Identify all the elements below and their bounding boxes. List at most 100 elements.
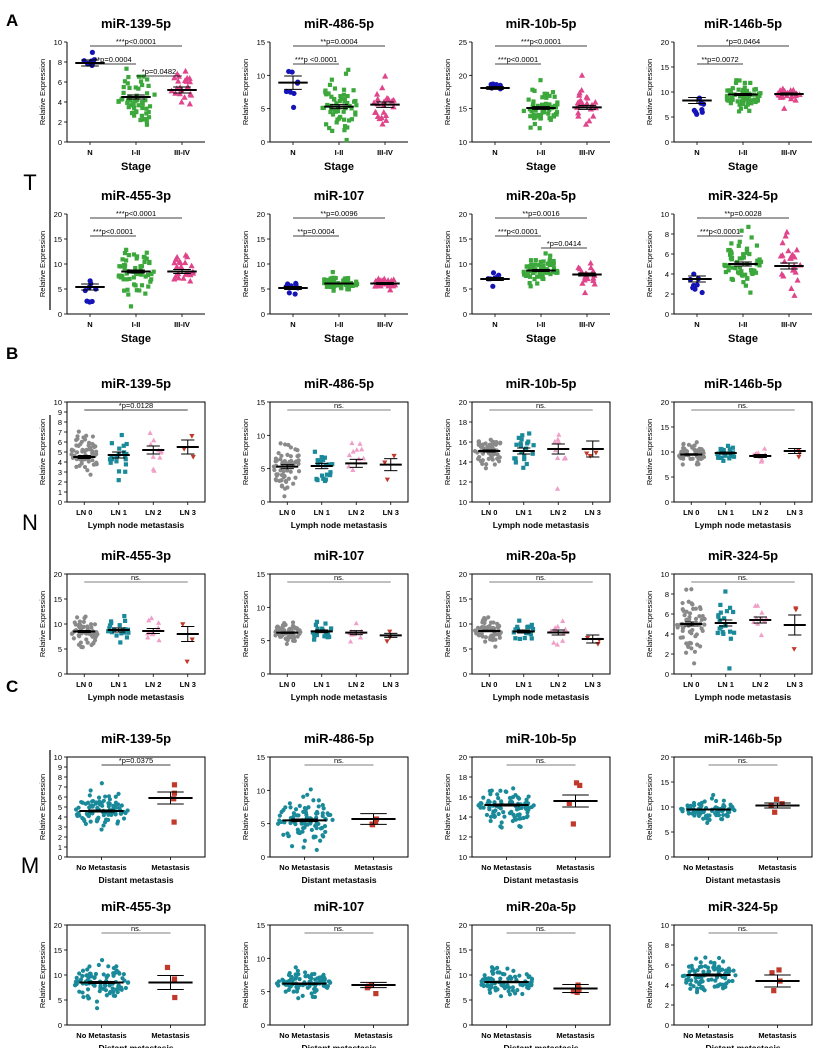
data-point: [793, 246, 800, 253]
y-tick-label: 4: [665, 270, 669, 279]
data-point: [531, 112, 536, 118]
y-tick-label: 2: [58, 833, 62, 842]
data-point: [140, 82, 145, 88]
data-point: [174, 253, 181, 260]
data-point: [779, 239, 786, 246]
data-point: [691, 606, 696, 612]
data-point: [123, 985, 128, 991]
data-point: [357, 441, 363, 446]
data-point: [686, 811, 691, 816]
data-point: [332, 283, 337, 288]
data-point: [281, 469, 286, 474]
data-point: [528, 265, 533, 271]
data-point: [590, 274, 597, 281]
data-point: [492, 440, 497, 445]
data-point: [286, 476, 291, 481]
data-point: [116, 791, 121, 796]
data-point: [297, 977, 302, 982]
data-point: [694, 990, 700, 995]
data-point: [793, 607, 799, 613]
data-point: [491, 620, 496, 625]
data-point: [289, 844, 295, 849]
data-point: [490, 270, 497, 276]
x-tick-label: No Metastasis: [279, 863, 329, 872]
data-point: [730, 445, 735, 450]
y-tick-label: 0: [261, 138, 265, 147]
y-tick-label: 12: [459, 478, 467, 487]
chart-title: miR-324-5p: [708, 548, 778, 563]
data-point: [487, 799, 492, 805]
data-point: [736, 109, 742, 114]
x-axis-label: Lymph node metastasis: [88, 692, 185, 702]
data-point: [122, 288, 127, 293]
chart-panel: miR-146b-5p 0 5 10 15 20 Relative Expression No…: [645, 731, 813, 885]
significance-label: ns.: [738, 401, 748, 410]
data-point: [682, 973, 687, 978]
data-point: [495, 965, 500, 970]
x-tick-label: No Metastasis: [481, 863, 531, 872]
data-point: [517, 806, 522, 811]
data-point: [155, 620, 162, 625]
chart-panel: miR-324-5p 0 2 4 6 8 10 Relative Expression LN 0…: [645, 548, 813, 702]
data-point: [145, 634, 151, 640]
data-point: [150, 454, 156, 459]
data-point: [88, 472, 93, 477]
data-point: [737, 265, 743, 270]
data-point: [741, 255, 746, 260]
x-tick-label: III-IV: [781, 320, 797, 329]
data-point: [736, 87, 741, 92]
data-point: [278, 441, 283, 446]
x-tick-label: III-IV: [579, 148, 595, 157]
y-tick-label: 10: [54, 620, 62, 629]
data-point: [321, 834, 326, 839]
data-point: [279, 453, 284, 458]
data-point: [118, 811, 123, 816]
data-point: [113, 804, 118, 809]
data-point: [506, 989, 511, 994]
data-point: [133, 265, 138, 271]
significance-label: *p=0.0128: [119, 401, 153, 410]
data-point: [532, 277, 537, 282]
data-point: [715, 451, 720, 457]
data-point: [281, 832, 286, 837]
chart-panel: miR-107 0 5 10 15 Relative Expression LN 0 LN 1…: [241, 548, 409, 702]
data-point: [188, 262, 195, 269]
data-point: [554, 455, 561, 460]
y-tick-label: 10: [54, 38, 62, 47]
x-tick-label: LN 0: [279, 680, 295, 689]
data-point: [583, 100, 591, 107]
data-point: [722, 262, 727, 268]
data-point: [114, 459, 119, 464]
data-point: [295, 968, 300, 973]
data-point: [118, 275, 123, 280]
plot-frame: [269, 401, 409, 503]
x-tick-label: LN 1: [718, 508, 734, 517]
data-point: [738, 94, 743, 99]
data-point: [493, 985, 498, 991]
data-point: [306, 805, 311, 810]
data-point: [345, 100, 350, 106]
data-point: [81, 624, 87, 629]
data-point: [330, 128, 335, 133]
significance-label: ns.: [334, 924, 344, 933]
y-tick-label: 4: [58, 98, 62, 107]
data-point: [688, 803, 693, 808]
data-point: [541, 266, 546, 272]
data-point: [121, 277, 126, 282]
data-point: [531, 99, 536, 104]
data-point: [705, 965, 711, 970]
y-axis-label: Relative Expression: [645, 591, 654, 657]
data-point: [353, 110, 358, 115]
data-point: [716, 964, 722, 969]
data-point: [134, 288, 139, 293]
y-tick-label: 5: [665, 473, 669, 482]
chart-title: miR-139-5p: [101, 16, 171, 31]
y-axis-label: Relative Expression: [443, 59, 452, 125]
data-point: [485, 625, 490, 630]
data-point: [757, 257, 762, 262]
plot-frame: [66, 401, 206, 503]
data-point: [342, 96, 347, 101]
y-tick-label: 2: [665, 1001, 669, 1010]
data-point: [690, 445, 695, 450]
